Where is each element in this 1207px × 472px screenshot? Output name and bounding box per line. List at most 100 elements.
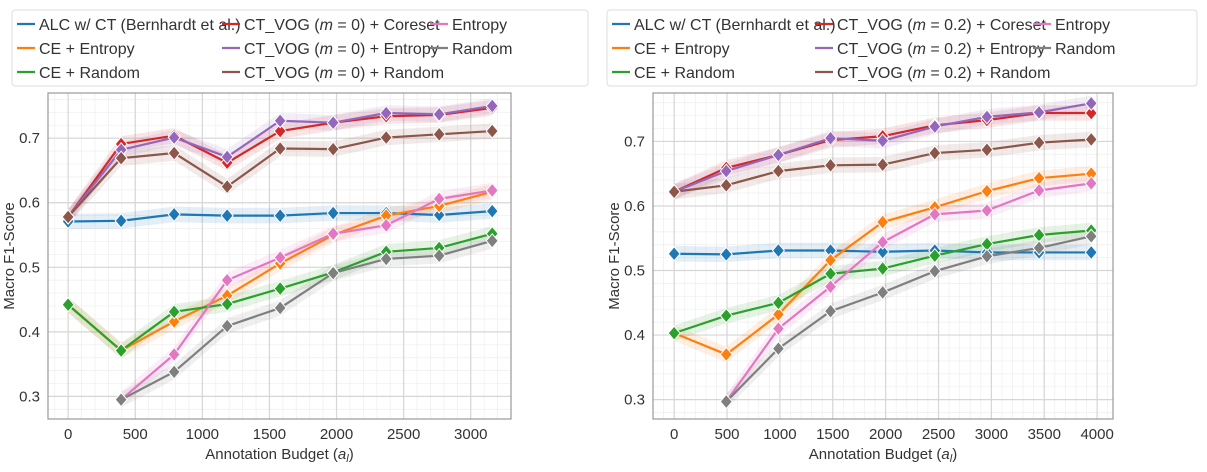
x-tick-label: 1500 [253,426,286,443]
legend-item: CT_VOG (m = 0.2) + Entropy [815,41,1045,58]
data-point-brown [980,142,994,158]
x-tick-label: 2500 [922,426,955,443]
legend-label: Random [452,41,512,58]
x-axis-label: Annotation Budget (al) [809,446,957,465]
data-point-blue [1084,244,1098,261]
data-point-gray [876,284,890,301]
data-point-green [273,280,287,297]
data-point-blue [220,207,234,224]
y-tick-label: 0.7 [624,133,645,150]
x-tick-label: 500 [123,426,148,443]
x-tick-label: 500 [715,426,740,443]
data-point-brown [1032,134,1046,151]
legend-frame [606,9,1198,87]
legend-label: CE + Random [39,65,140,82]
data-point-green [220,296,234,312]
data-point-gray [114,391,128,408]
y-tick-label: 0.4 [624,327,645,344]
data-point-gray [771,340,786,357]
y-tick-label: 0.5 [19,259,40,276]
x-tick-label: 4000 [1080,426,1113,443]
y-tick-label: 0.3 [19,388,40,405]
data-point-blue [667,245,681,262]
legend-item: CT_VOG (m = 0.2) + Coreset [815,17,1047,34]
y-tick-label: 0.6 [19,195,40,212]
data-point-purple [326,114,340,131]
data-point-purple [823,130,838,146]
series-line-pink [120,189,493,401]
data-point-brown [167,145,181,161]
data-point-brown [771,163,786,179]
legend-item: CT_VOG (m = 0) + Random [222,65,444,82]
legend-label: CT_VOG (m = 0) + Coreset [244,17,440,34]
data-point-brown [220,178,234,195]
legend-label: CT_VOG (m = 0.2) + Entropy [837,41,1045,58]
data-point-green [719,307,733,324]
x-tick-label: 1000 [763,426,796,443]
data-point-brown [326,141,340,157]
data-point-purple [876,132,890,149]
data-point-orange [167,313,181,330]
legend-item: Entropy [1033,17,1110,34]
data-point-purple [928,118,942,135]
legend-frame [11,9,589,87]
data-point-purple [1084,95,1098,112]
legend-label: CE + Random [634,65,735,82]
series-line-pink [725,182,1092,403]
data-point-blue [432,207,446,223]
data-point-purple [432,106,446,123]
legend-label: ALC w/ CT (Bernhardt et al.) [634,17,836,34]
x-tick-label: 3500 [1028,426,1061,443]
data-point-blue [485,203,499,219]
data-point-orange [876,214,890,230]
data-point-purple [980,109,994,125]
legend-item: Entropy [430,17,507,34]
data-point-pink [1084,175,1098,192]
legend-label: Entropy [1055,17,1110,34]
data-point-purple [220,149,234,165]
y-axis-label: Macro F1-Score [1,202,18,310]
y-tick-label: 0.6 [624,198,645,215]
x-axis-label: Annotation Budget (al) [205,446,353,465]
data-point-pink [823,278,838,295]
data-point-blue [167,206,181,223]
data-point-red [1084,105,1098,121]
legend-label: CE + Entropy [634,41,730,58]
data-point-blue [114,213,128,229]
x-tick-label: 0 [64,426,72,443]
data-point-brown [114,150,128,166]
data-point-purple [771,147,786,163]
data-point-brown [719,177,733,194]
data-point-brown [1084,131,1098,148]
legend-item: CT_VOG (m = 0.2) + Random [815,65,1050,82]
data-point-blue [326,205,340,221]
plot-frame [652,92,1114,420]
data-point-green [61,296,75,313]
legend-label: CT_VOG (m = 0) + Entropy [244,41,439,58]
legend-item: ALC w/ CT (Bernhardt et al.) [17,17,241,34]
data-point-brown [823,157,838,174]
x-tick-label: 1500 [816,426,849,443]
chart-panel-1: 0.3 0.4 0.5 0.6 0.7 0 500 1000 1500 2000 2500 3000 A… [1,92,512,465]
confidence-band-gray [726,228,1092,410]
data-point-pink [432,191,446,207]
data-point-brown [273,140,287,157]
y-tick-label: 0.5 [624,263,645,280]
x-tick-label: 2500 [387,426,420,443]
y-axis-label: Macro F1-Score [606,202,623,310]
data-point-pink [273,249,287,266]
data-point-gray [220,318,234,334]
legend-item: CE + Entropy [17,41,135,58]
data-point-purple [273,112,287,129]
data-point-gray [980,248,994,265]
chart-panel-2: 0.3 0.4 0.5 0.6 0.7 0 500 1000 1500 2000 2500 3000 3… [606,92,1114,465]
legend-item: CE + Random [17,65,140,82]
data-point-gray [167,364,181,380]
data-point-pink [167,346,181,363]
series-line-gray [725,235,1092,403]
legend-label: ALC w/ CT (Bernhardt et al.) [39,17,241,34]
data-point-pink [485,182,499,199]
data-point-purple [379,105,393,121]
legend-label: Entropy [452,17,507,34]
legend-label: CT_VOG (m = 0.2) + Random [837,65,1050,82]
